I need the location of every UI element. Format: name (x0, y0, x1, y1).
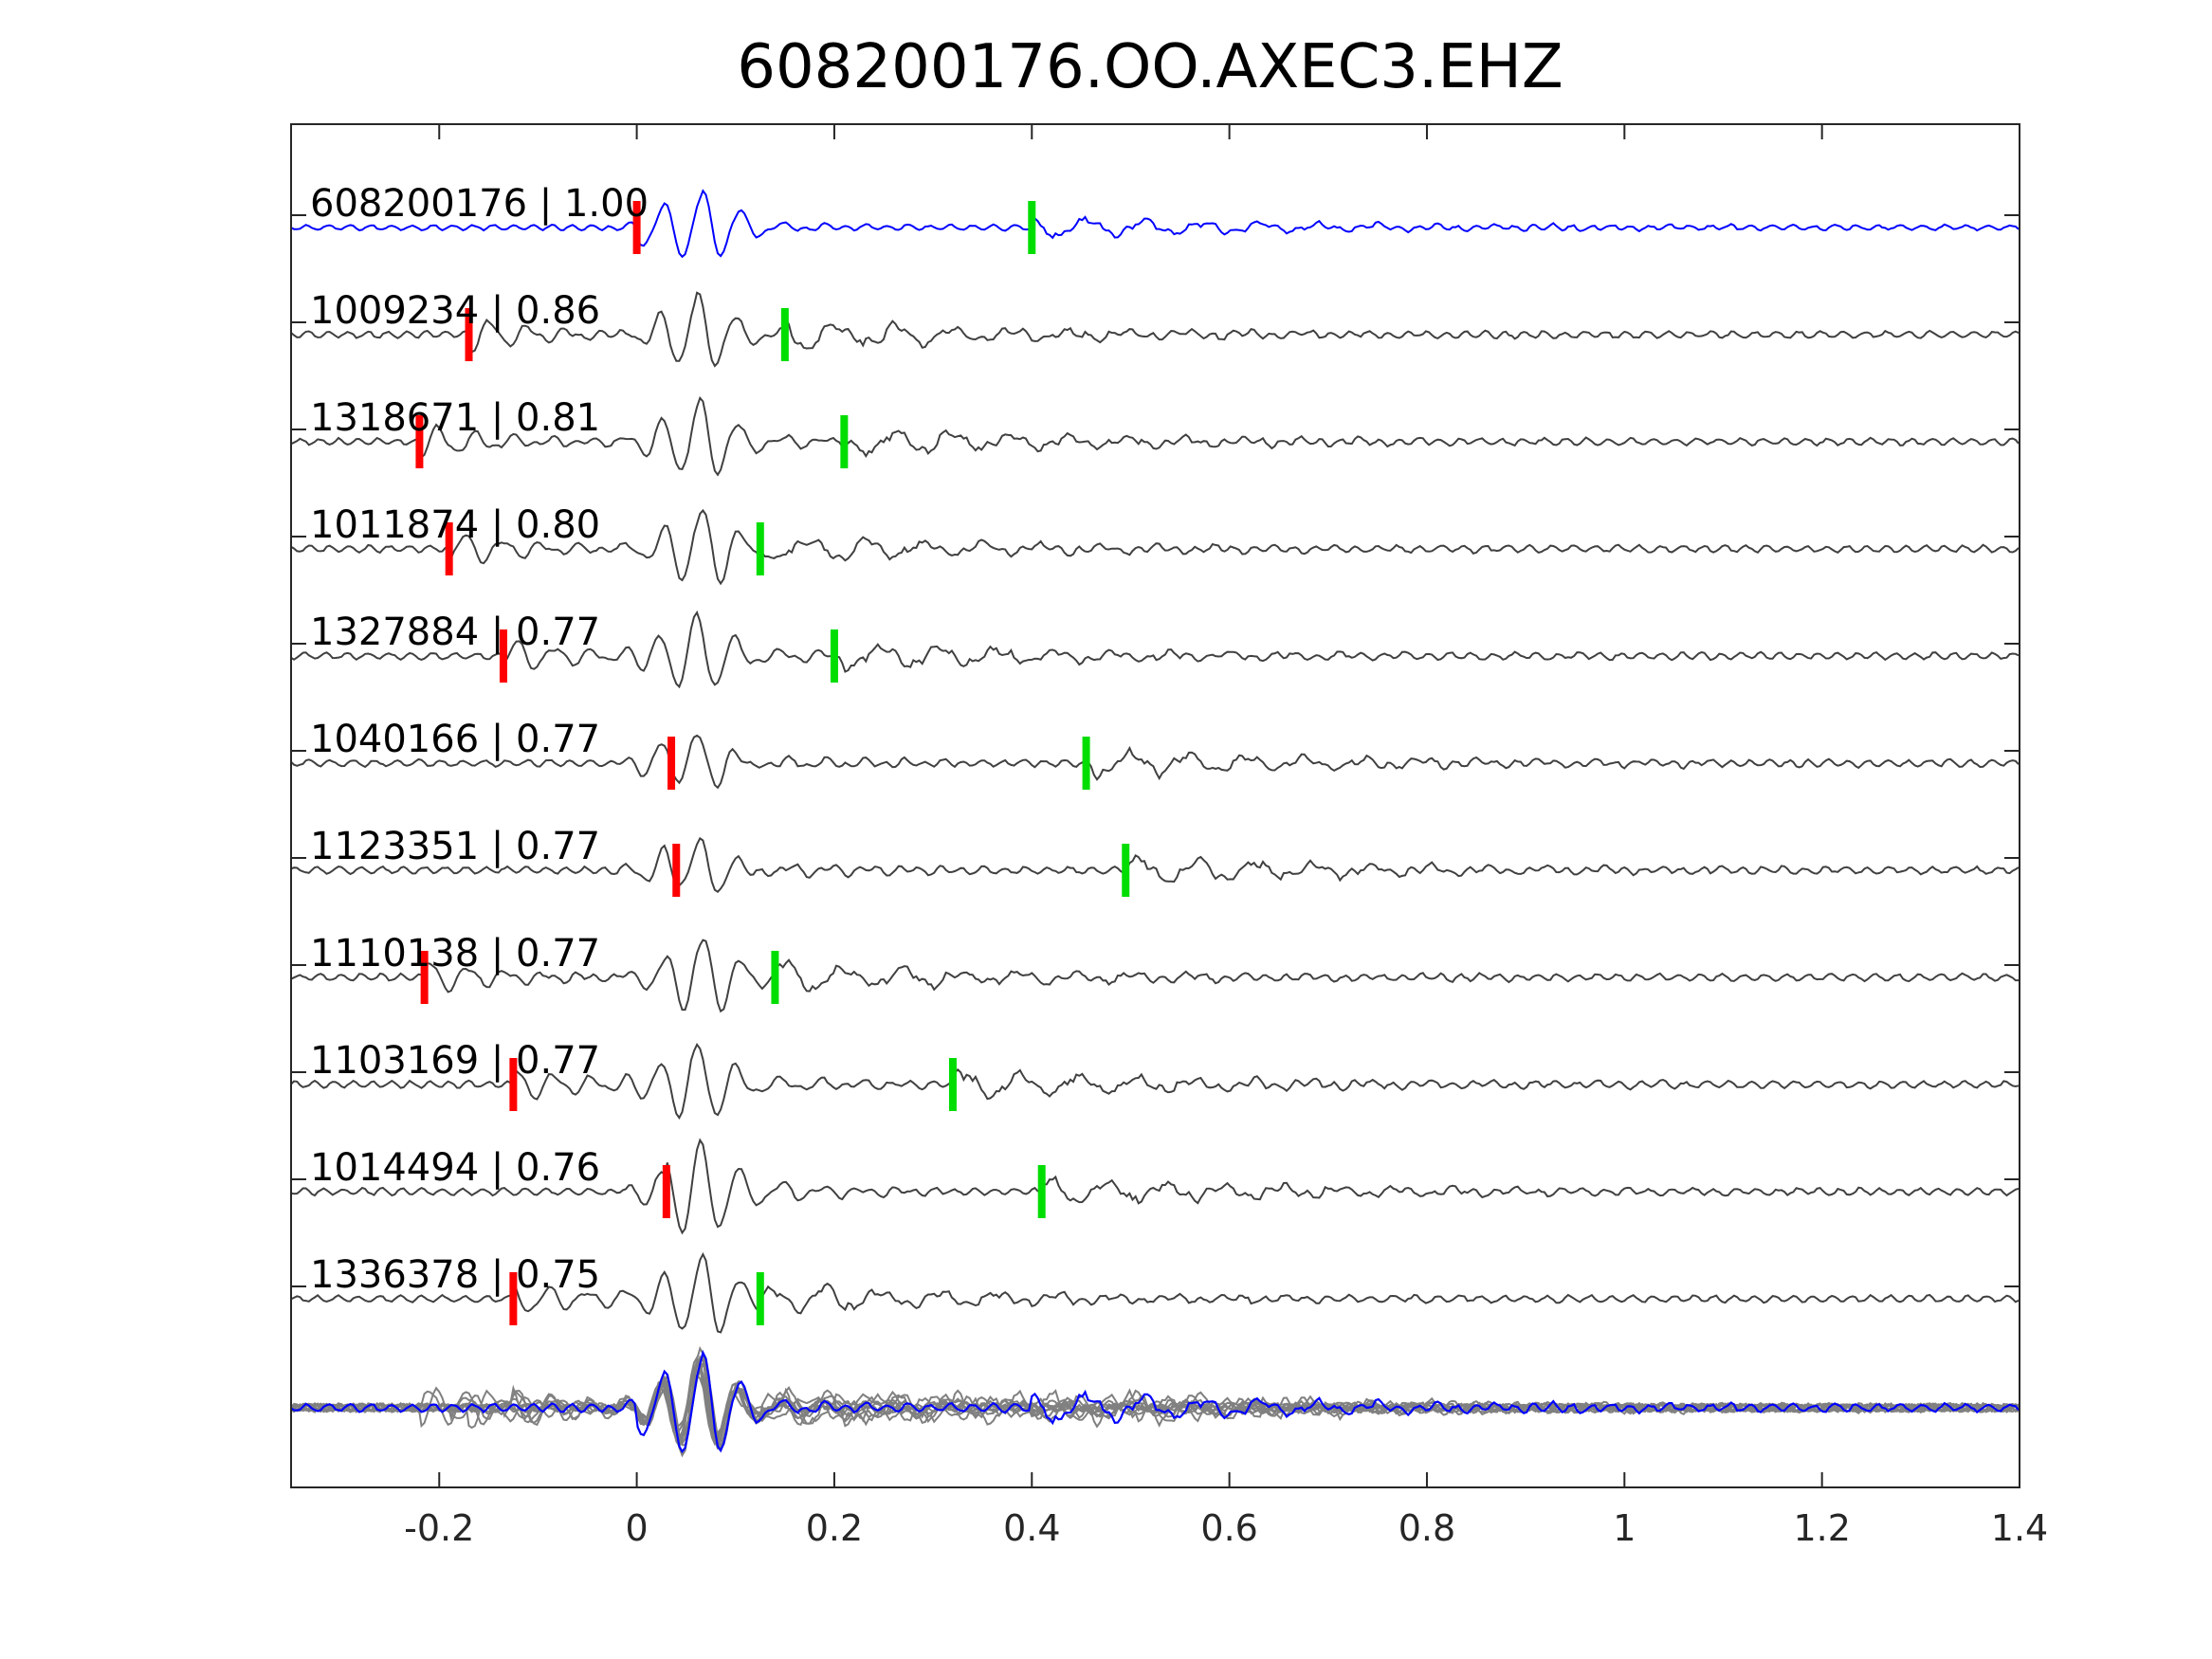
traces-group (290, 189, 2020, 1334)
neighbor-trace-line (290, 939, 2019, 1013)
trace-label: 1009234 | 0.86 (310, 289, 600, 333)
trace-labels-group: 608200176 | 1.00 1009234 | 0.86 1318671 | … (310, 182, 649, 1297)
trace-label: 1123351 | 0.77 (310, 825, 600, 868)
x-tick-label: 0.2 (806, 1507, 863, 1549)
neighbor-trace-line (290, 508, 2020, 586)
x-tick-label: -0.2 (404, 1507, 474, 1549)
trace-label: 1014494 | 0.76 (310, 1146, 600, 1190)
neighbor-trace-line (290, 610, 2020, 689)
neighbor-trace-line (290, 395, 2020, 477)
neighbor-trace-line (290, 836, 2020, 893)
neighbor-trace-line (290, 1042, 2020, 1121)
x-tick-label: 0.6 (1200, 1507, 1257, 1549)
picks-group (415, 201, 1130, 1325)
neighbor-trace-line (290, 734, 2020, 790)
x-tick-label: 0 (626, 1507, 649, 1549)
trace-label: 1336378 | 0.75 (310, 1253, 600, 1297)
x-tick-label: 0.4 (1003, 1507, 1060, 1549)
stack-template-line (290, 1349, 2020, 1454)
x-axis: -0.2 0 0.2 0.4 0.6 0.8 1 1.2 1.4 (291, 124, 2048, 1549)
template-trace-line (290, 189, 2020, 259)
trace-label: 1011874 | 0.80 (310, 503, 600, 547)
trace-label: 1040166 | 0.77 (310, 718, 600, 761)
axes-background (291, 124, 2020, 1487)
trace-label: 1318671 | 0.81 (310, 396, 600, 440)
trace-label: 1327884 | 0.77 (310, 611, 600, 654)
trace-label: 1110138 | 0.77 (310, 932, 600, 975)
x-tick-label: 0.8 (1398, 1507, 1455, 1549)
neighbor-trace-line (290, 291, 2020, 368)
trace-label: 608200176 | 1.00 (310, 182, 649, 226)
plot-area: 608200176 | 1.00 1009234 | 0.86 1318671 | … (290, 123, 2048, 1549)
axes-frame (290, 123, 2020, 1488)
stacked-traces-group (290, 1345, 2020, 1458)
neighbor-trace-line (290, 1138, 2020, 1235)
chart-title: 608200176.OO.AXEC3.EHZ (737, 32, 1563, 102)
stack-trace-line (290, 1354, 2020, 1449)
x-tick-label: 1 (1613, 1507, 1636, 1549)
trace-label: 1103169 | 0.77 (310, 1039, 600, 1083)
stack-trace-line (290, 1359, 2020, 1449)
neighbor-trace-line (290, 1251, 2020, 1334)
x-tick-label: 1.2 (1793, 1507, 1850, 1549)
x-tick-label: 1.4 (1991, 1507, 2048, 1549)
